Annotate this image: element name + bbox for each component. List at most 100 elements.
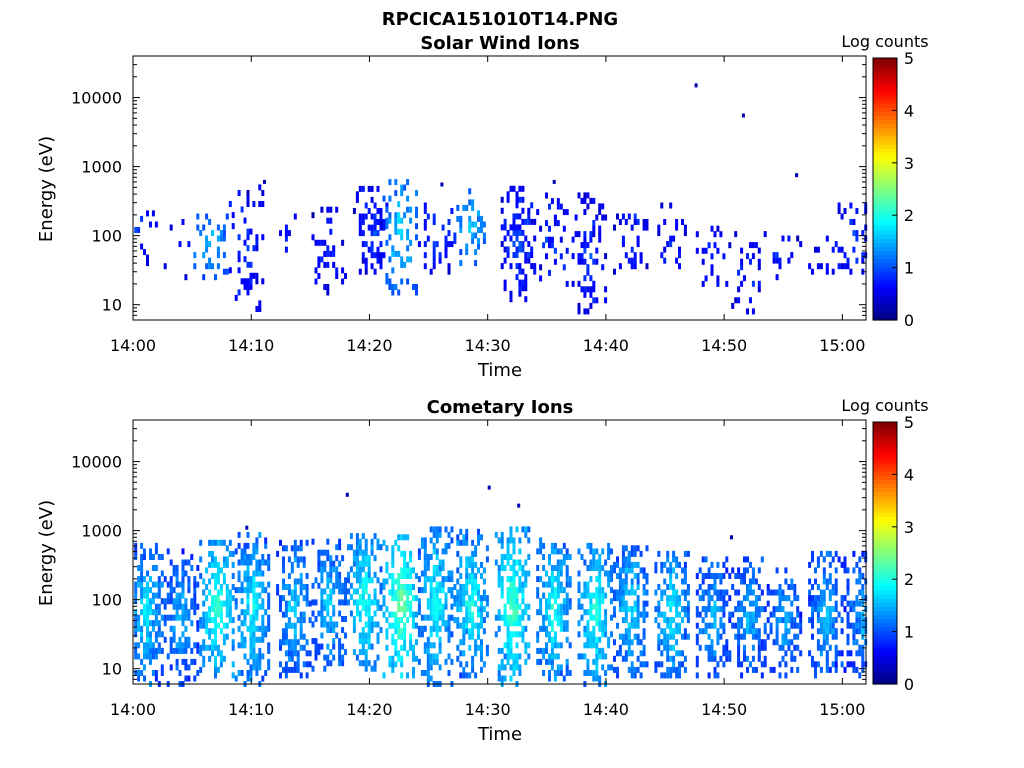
solar-wind-colorbar-segment — [873, 180, 897, 186]
cometary-cell — [604, 559, 608, 566]
cometary-cell — [719, 655, 723, 662]
cometary-cell — [545, 642, 548, 649]
cometary-colorbar-segment — [873, 540, 897, 546]
cometary-cell — [545, 609, 548, 616]
cometary-cell — [308, 617, 312, 624]
solar-wind-cell — [432, 241, 436, 248]
cometary-cell — [695, 633, 699, 640]
cometary-cell — [698, 567, 702, 574]
cometary-cell — [663, 628, 667, 635]
solar-wind-cell — [432, 252, 436, 259]
cometary-cell — [819, 628, 823, 635]
cometary-cell — [506, 592, 510, 599]
cometary-cell — [509, 664, 513, 671]
cometary-cell — [757, 644, 761, 651]
cometary-cell — [329, 560, 333, 567]
cometary-cell — [669, 622, 673, 629]
solar-wind-cell — [746, 308, 749, 315]
cometary-cell — [710, 595, 714, 602]
solar-wind-cell — [515, 213, 519, 220]
cometary-cell — [284, 622, 288, 629]
solar-wind-cell — [367, 224, 371, 231]
cometary-cell — [216, 567, 220, 574]
cometary-colorbar-tick-label: 2 — [904, 570, 914, 589]
solar-wind-cell — [506, 196, 510, 203]
solar-wind-cell — [757, 280, 761, 287]
cometary-cell — [633, 600, 637, 607]
cometary-cell — [151, 609, 155, 616]
cometary-cell — [146, 620, 149, 627]
cometary-cell — [267, 603, 271, 610]
cometary-cell — [252, 614, 256, 621]
cometary-cell — [725, 644, 729, 651]
cometary-cell — [550, 625, 554, 632]
cometary-cell — [290, 644, 294, 651]
solar-wind-cell — [749, 297, 752, 304]
cometary-cell — [329, 555, 333, 562]
cometary-cell — [314, 638, 318, 645]
cometary-cell — [500, 675, 504, 682]
solar-wind-cell — [279, 230, 282, 237]
cometary-cell — [349, 593, 353, 600]
cometary-cell — [450, 587, 454, 594]
cometary-cell — [438, 636, 442, 643]
cometary-cell — [754, 628, 758, 635]
cometary-cell — [787, 584, 791, 590]
cometary-cell — [172, 614, 176, 621]
cometary-cell — [630, 666, 634, 673]
cometary-cell — [293, 650, 297, 657]
cometary-cell — [503, 614, 507, 621]
cometary-cell — [438, 559, 442, 566]
solar-wind-cell — [149, 221, 152, 228]
solar-wind-cell — [370, 213, 374, 220]
solar-wind-cell — [852, 219, 856, 225]
cometary-cell — [645, 589, 649, 596]
cometary-cell — [465, 578, 469, 585]
cometary-cell — [515, 570, 519, 577]
cometary-cell — [255, 592, 259, 599]
cometary-cell — [282, 611, 285, 618]
cometary-cell — [713, 573, 717, 579]
cometary-cell — [639, 661, 643, 668]
cometary-cell — [394, 639, 398, 646]
cometary-cell — [255, 658, 259, 665]
cometary-cell — [497, 609, 501, 616]
solar-wind-cell — [432, 246, 436, 253]
cometary-cell — [468, 633, 472, 640]
cometary-cell — [607, 542, 611, 549]
cometary-cell — [666, 567, 670, 574]
cometary-cell — [252, 609, 256, 616]
solar-wind-cell — [228, 267, 232, 274]
cometary-cell — [181, 570, 185, 577]
solar-wind-cell — [621, 235, 625, 242]
cometary-cell — [518, 576, 522, 583]
cometary-cell — [852, 600, 856, 607]
cometary-cell — [438, 603, 442, 610]
cometary-cell — [515, 603, 519, 610]
cometary-cell — [639, 639, 643, 646]
cometary-cell — [216, 539, 220, 546]
cometary-cell — [737, 622, 741, 629]
cometary-cell — [548, 670, 551, 676]
cometary-cell — [814, 666, 817, 673]
cometary-cell — [515, 609, 519, 616]
solar-wind-cell — [240, 206, 244, 213]
cometary-cell — [477, 606, 480, 613]
cometary-cell — [352, 649, 356, 656]
cometary-colorbar-segment — [873, 585, 897, 591]
cometary-cell — [855, 600, 859, 607]
solar-wind-colorbar-segment — [873, 209, 897, 215]
cometary-cell — [151, 653, 155, 660]
cometary-cell — [754, 595, 758, 602]
cometary-cell — [400, 595, 404, 602]
cometary-cell — [352, 616, 356, 622]
cometary-cell — [465, 561, 469, 568]
solar-wind-cell — [518, 185, 522, 192]
cometary-cell — [480, 639, 483, 646]
solar-wind-cell — [550, 236, 554, 243]
cometary-cell — [364, 621, 368, 628]
cometary-cell — [438, 598, 442, 605]
cometary-cell — [749, 622, 752, 629]
solar-wind-cell — [423, 263, 427, 270]
solar-wind-cell — [565, 280, 569, 287]
